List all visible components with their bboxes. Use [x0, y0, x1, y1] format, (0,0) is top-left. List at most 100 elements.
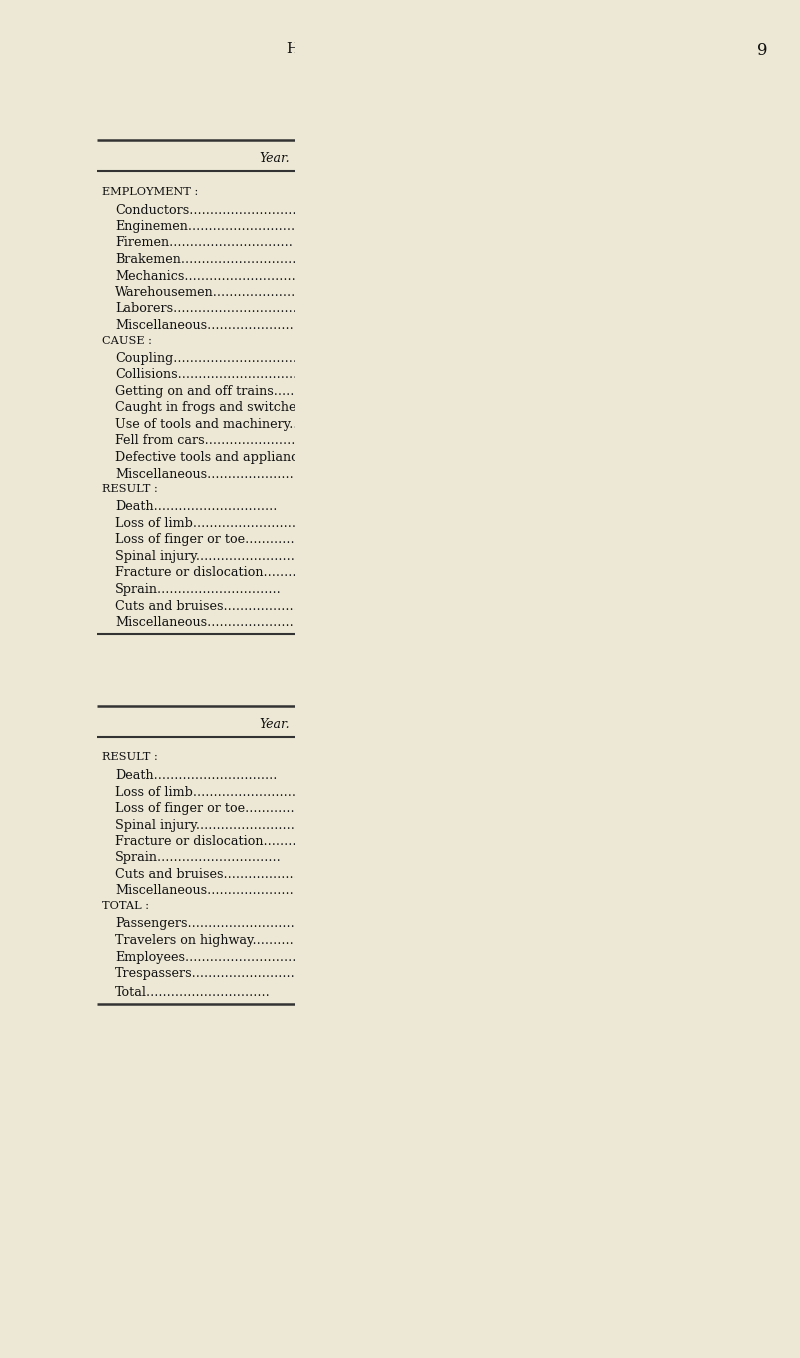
Text: 0.1: 0.1 [319, 550, 340, 564]
Text: 15.8: 15.8 [592, 303, 621, 315]
Text: 2.7: 2.7 [458, 803, 478, 815]
Text: 1.2: 1.2 [458, 451, 478, 464]
Text: Loss of limb..............................: Loss of limb............................… [115, 517, 317, 530]
Text: 1.9: 1.9 [319, 368, 340, 382]
Text: 13.3: 13.3 [592, 851, 621, 865]
Text: 7.5: 7.5 [665, 386, 686, 398]
Text: 2.2: 2.2 [596, 368, 617, 382]
Text: 0.3: 0.3 [527, 402, 547, 414]
Text: 15.9: 15.9 [523, 319, 551, 331]
Text: 56.4: 56.4 [385, 467, 413, 481]
Text: CAUSE :: CAUSE : [102, 335, 152, 345]
Text: 46.5: 46.5 [592, 868, 621, 881]
Text: 3,094: 3,094 [518, 986, 555, 999]
Text: 0.1: 0.1 [666, 550, 686, 564]
Text: 28.0: 28.0 [661, 418, 690, 430]
Text: 1.1: 1.1 [389, 517, 409, 530]
Text: Getting on and off trains..............................: Getting on and off trains...............… [115, 386, 398, 398]
Text: 23.2: 23.2 [454, 617, 482, 629]
Text: 2.7: 2.7 [458, 550, 478, 564]
Text: 139: 139 [594, 918, 618, 930]
Text: 8.0: 8.0 [319, 319, 340, 331]
Text: 0.1: 0.1 [596, 402, 616, 414]
Text: 21.2: 21.2 [315, 884, 344, 898]
Text: 1.0: 1.0 [666, 785, 686, 799]
Text: 4,523: 4,523 [657, 986, 694, 999]
Text: 44.3: 44.3 [454, 253, 482, 266]
Text: 1.0: 1.0 [319, 287, 340, 299]
Text: Spinal injury..............................: Spinal injury...........................… [115, 550, 320, 564]
Text: 184: 184 [663, 934, 687, 947]
Text: 0.6: 0.6 [527, 819, 547, 831]
Text: 1894.: 1894. [519, 152, 555, 166]
Text: 3,854: 3,854 [588, 951, 625, 963]
Text: 1.3: 1.3 [666, 368, 686, 382]
Text: 2,339: 2,339 [518, 951, 555, 963]
Text: 6.2: 6.2 [319, 566, 340, 580]
Text: 36.6: 36.6 [523, 868, 551, 881]
Text: 7.8: 7.8 [527, 204, 547, 216]
Text: Collisions..............................: Collisions.............................. [115, 368, 302, 382]
Text: 2.2: 2.2 [389, 785, 409, 799]
Text: 20.9: 20.9 [385, 617, 413, 629]
Text: 1.3: 1.3 [389, 550, 409, 564]
Text: 6.2: 6.2 [527, 835, 547, 847]
Text: 4.8: 4.8 [666, 835, 686, 847]
Text: 2.1: 2.1 [666, 220, 686, 234]
Text: 3,390: 3,390 [311, 986, 348, 999]
Text: 2.5: 2.5 [527, 368, 547, 382]
Text: 4.8: 4.8 [666, 204, 686, 216]
Bar [0, 0, 92, 1358]
Text: 29.6: 29.6 [523, 884, 551, 898]
Text: 47.6: 47.6 [661, 467, 690, 481]
Text: 44.9: 44.9 [315, 868, 344, 881]
Text: 3.9: 3.9 [319, 501, 340, 513]
Text: Spinal injury..............................: Spinal injury...........................… [115, 819, 320, 831]
Text: ˃433: ˃433 [591, 967, 622, 980]
Text: 0.4: 0.4 [666, 402, 686, 414]
Text: Total..............................: Total.............................. [115, 986, 270, 999]
Text: 15.3: 15.3 [661, 851, 690, 865]
Text: 2.0: 2.0 [319, 220, 340, 234]
Text: 6.1: 6.1 [596, 769, 616, 782]
Text: 0.2: 0.2 [666, 819, 686, 831]
Text: 15.2: 15.2 [592, 583, 621, 596]
Text: 9.0: 9.0 [389, 769, 409, 782]
Text: 46.1: 46.1 [592, 467, 621, 481]
Text: 179: 179 [456, 934, 480, 947]
Text: 3.4: 3.4 [458, 534, 478, 546]
Text: Cuts and bruises..............................: Cuts and bruises........................… [115, 599, 347, 612]
Text: 0.6: 0.6 [527, 550, 547, 564]
Text: Defective tools and appliances..............................: Defective tools and appliances..........… [115, 451, 436, 464]
Text: 2.3: 2.3 [596, 534, 617, 546]
Text: 4.1: 4.1 [666, 435, 686, 448]
Text: 13.3: 13.3 [592, 319, 621, 331]
Text: 47.4: 47.4 [454, 868, 482, 881]
Text: 5.3: 5.3 [319, 204, 340, 216]
Text: 1896.: 1896. [658, 717, 694, 731]
Text: 7.3: 7.3 [458, 319, 478, 331]
Text: 13.0: 13.0 [385, 583, 413, 596]
Text: 1892.: 1892. [381, 717, 417, 731]
Text: 3,105: 3,105 [381, 951, 417, 963]
Text: 2.9: 2.9 [458, 220, 478, 234]
Text: 0.6: 0.6 [389, 418, 409, 430]
Text: 47.2: 47.2 [385, 868, 413, 881]
Text: 19.4: 19.4 [523, 269, 551, 282]
Text: 34.6: 34.6 [661, 269, 690, 282]
Text: Death..............................: Death.............................. [115, 769, 278, 782]
Text: 3.0: 3.0 [389, 803, 409, 815]
Text: TOTAL :: TOTAL : [102, 900, 149, 911]
Text: 4.8: 4.8 [389, 435, 409, 448]
Text: 1896.: 1896. [658, 152, 694, 166]
Text: 3.8: 3.8 [458, 368, 478, 382]
Text: 2.2: 2.2 [527, 220, 547, 234]
Text: 3,753: 3,753 [657, 951, 694, 963]
Text: 4.1: 4.1 [596, 236, 616, 250]
Text: 187: 187 [663, 918, 687, 930]
Text: 4.0: 4.0 [389, 501, 409, 513]
Text: 5.9: 5.9 [665, 769, 686, 782]
Text: Miscellaneous..............................: Miscellaneous...........................… [115, 467, 331, 481]
Text: Laborers..............................: Laborers.............................. [115, 303, 297, 315]
Text: 16.7: 16.7 [662, 303, 690, 315]
